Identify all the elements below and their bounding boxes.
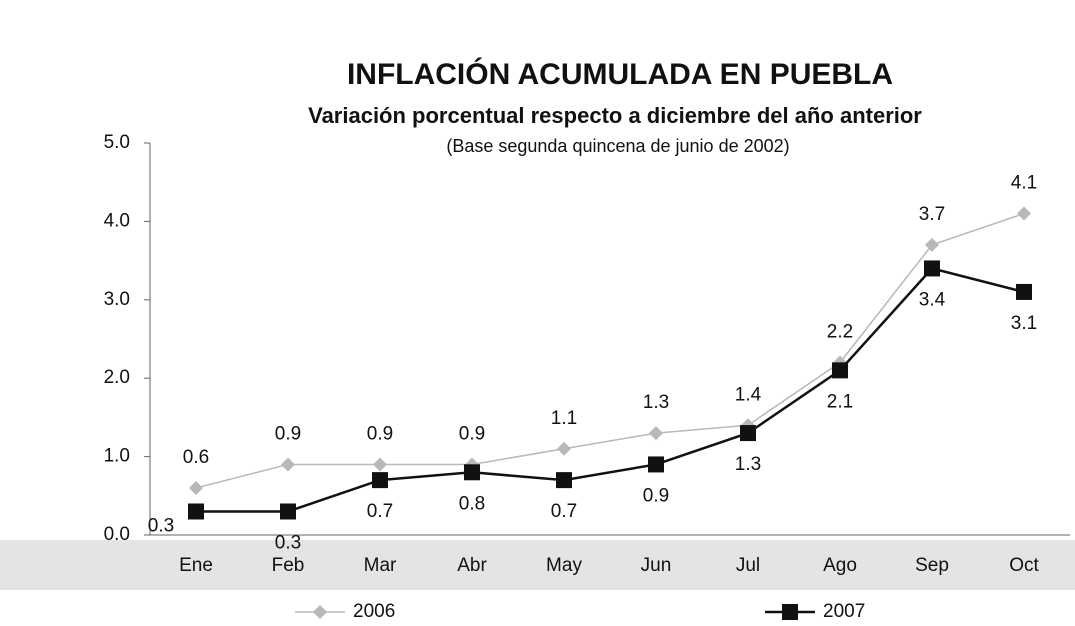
data-label: 0.8 (459, 493, 485, 514)
data-label: 0.7 (367, 501, 393, 522)
point (1017, 206, 1031, 221)
data-label: 1.3 (735, 454, 761, 475)
data-label: 1.3 (643, 392, 669, 413)
data-label: 1.1 (551, 408, 577, 429)
y-tick-label: 0.0 (104, 524, 130, 545)
y-tick-label: 5.0 (104, 132, 130, 153)
point (832, 362, 848, 379)
y-tick-label: 4.0 (104, 210, 130, 231)
chart-note: (Base segunda quincena de junio de 2002) (446, 136, 789, 156)
point (1016, 283, 1032, 300)
legend-label: 2007 (823, 601, 865, 622)
y-tick-label: 1.0 (104, 446, 130, 467)
x-tick-label: Oct (1009, 555, 1039, 576)
data-label: 3.7 (919, 204, 945, 225)
x-tick-label: Mar (364, 555, 397, 576)
point (740, 425, 756, 442)
x-tick-label: Jun (641, 555, 672, 576)
x-tick-label: Sep (915, 555, 949, 576)
x-tick-label: Feb (272, 555, 305, 576)
point (557, 441, 571, 456)
chart-subtitle: Variación porcentual respecto a diciembr… (308, 103, 922, 128)
point (925, 237, 939, 252)
legend-marker (782, 604, 798, 620)
data-label: 0.6 (183, 447, 209, 468)
data-label: 0.7 (551, 501, 577, 522)
data-label: 0.3 (148, 515, 174, 536)
data-label: 0.9 (275, 423, 301, 444)
data-label: 3.1 (1011, 313, 1037, 334)
data-label: 0.9 (459, 423, 485, 444)
y-tick-label: 2.0 (104, 367, 130, 388)
point (372, 472, 388, 489)
data-label: 0.9 (643, 485, 669, 506)
y-tick-label: 3.0 (104, 289, 130, 310)
data-label: 3.4 (919, 289, 946, 310)
x-tick-label: Ago (823, 555, 857, 576)
x-tick-label: May (546, 555, 582, 576)
point (373, 457, 387, 472)
point (464, 464, 480, 481)
point (281, 457, 295, 472)
data-label: 2.2 (827, 322, 853, 343)
legend-marker (313, 605, 327, 619)
data-label: 2.1 (827, 391, 853, 412)
point (188, 503, 204, 520)
data-label: 0.9 (367, 423, 393, 444)
series-line (196, 267, 1025, 513)
data-label: 4.1 (1011, 173, 1037, 194)
point (556, 472, 572, 489)
axis-band (0, 540, 1075, 590)
data-label: 0.3 (275, 532, 301, 553)
chart-title: INFLACIÓN ACUMULADA EN PUEBLA (347, 57, 893, 91)
x-tick-label: Jul (736, 555, 760, 576)
point (924, 260, 940, 277)
x-tick-label: Abr (457, 555, 487, 576)
legend-label: 2006 (353, 601, 395, 622)
series-line (195, 212, 1025, 489)
point (648, 456, 664, 473)
data-label: 1.4 (735, 384, 762, 405)
point (189, 480, 203, 495)
point (649, 426, 663, 441)
x-tick-label: Ene (179, 555, 213, 576)
point (280, 503, 296, 520)
